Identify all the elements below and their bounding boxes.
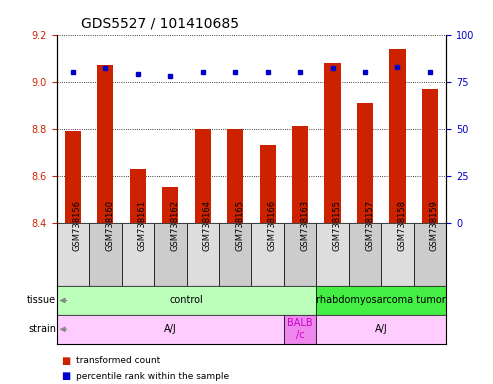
Bar — [195, 129, 211, 223]
Text: GSM738158: GSM738158 — [397, 200, 407, 252]
Bar — [381, 223, 414, 286]
Text: transformed count: transformed count — [76, 356, 161, 366]
Bar — [57, 223, 89, 286]
Bar — [89, 223, 122, 286]
Bar — [317, 223, 349, 286]
Text: GSM738156: GSM738156 — [73, 200, 82, 252]
Text: percentile rank within the sample: percentile rank within the sample — [76, 372, 230, 381]
Bar — [57, 286, 317, 315]
Text: GSM738166: GSM738166 — [268, 200, 277, 252]
Bar — [186, 223, 219, 286]
Bar — [259, 145, 276, 223]
Bar — [251, 223, 284, 286]
Text: A/J: A/J — [375, 324, 387, 334]
Bar — [227, 129, 244, 223]
Text: control: control — [170, 295, 204, 306]
Bar — [162, 187, 178, 223]
Bar — [422, 89, 438, 223]
Text: GSM738155: GSM738155 — [333, 200, 342, 251]
Bar — [65, 131, 81, 223]
Text: ■: ■ — [62, 356, 71, 366]
Text: strain: strain — [28, 324, 56, 334]
Text: tissue: tissue — [27, 295, 56, 306]
Bar — [357, 103, 373, 223]
Text: BALB
/c: BALB /c — [287, 318, 313, 340]
Text: GSM738160: GSM738160 — [106, 200, 114, 252]
Bar — [154, 223, 186, 286]
Bar — [130, 169, 146, 223]
Text: GSM738162: GSM738162 — [170, 200, 179, 252]
Text: GSM738159: GSM738159 — [430, 200, 439, 251]
Text: GSM738165: GSM738165 — [235, 200, 244, 252]
Bar — [284, 315, 317, 344]
Bar — [349, 223, 381, 286]
Bar — [57, 315, 284, 344]
Text: GSM738164: GSM738164 — [203, 200, 212, 252]
Bar — [219, 223, 251, 286]
Bar — [414, 223, 446, 286]
Text: A/J: A/J — [164, 324, 176, 334]
Bar — [389, 49, 406, 223]
Text: GSM738161: GSM738161 — [138, 200, 147, 252]
Bar — [97, 65, 113, 223]
Bar — [292, 126, 308, 223]
Text: GSM738157: GSM738157 — [365, 200, 374, 252]
Text: rhabdomyosarcoma tumor: rhabdomyosarcoma tumor — [317, 295, 446, 306]
Bar — [284, 223, 317, 286]
Bar — [324, 63, 341, 223]
Text: GDS5527 / 101410685: GDS5527 / 101410685 — [81, 17, 239, 31]
Text: ■: ■ — [62, 371, 71, 381]
Bar — [317, 286, 446, 315]
Bar — [317, 315, 446, 344]
Bar — [122, 223, 154, 286]
Text: GSM738163: GSM738163 — [300, 200, 309, 252]
